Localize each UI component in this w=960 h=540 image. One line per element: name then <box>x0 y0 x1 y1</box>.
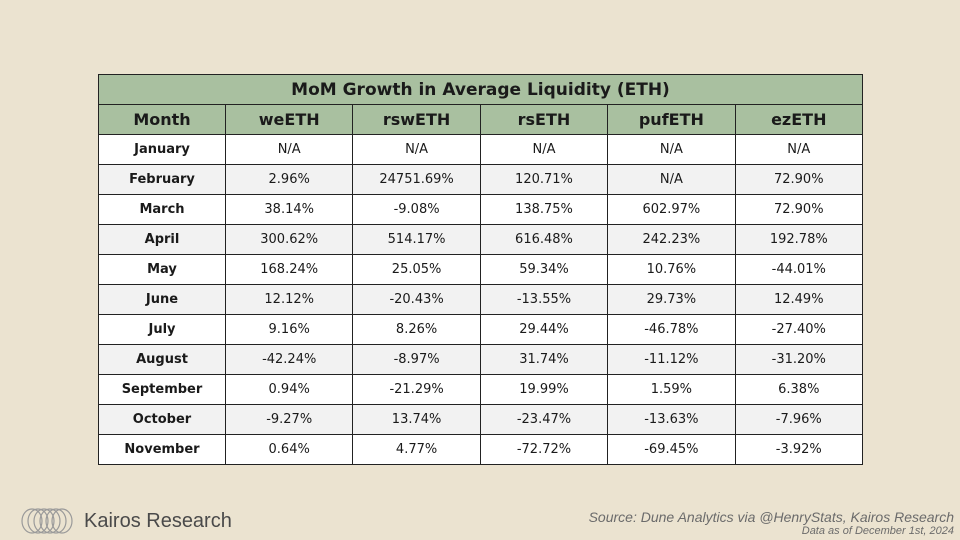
value-cell: N/A <box>479 134 609 165</box>
value-cell: -9.27% <box>224 404 354 435</box>
table-row: September 0.94% -21.29% 19.99% 1.59% 6.38% <box>98 374 864 405</box>
value-cell: N/A <box>352 134 481 165</box>
column-header-pufeth: pufETH <box>607 104 736 135</box>
source-text: Source: Dune Analytics via @HenryStats, … <box>588 509 954 525</box>
value-cell: 29.44% <box>479 314 609 345</box>
column-header-ezeth: ezETH <box>734 104 864 135</box>
value-cell: -69.45% <box>607 434 736 465</box>
value-cell: -13.55% <box>479 284 609 315</box>
month-cell: June <box>98 284 226 315</box>
value-cell: -3.92% <box>734 434 864 465</box>
value-cell: -23.47% <box>479 404 609 435</box>
column-header-weeth: weETH <box>224 104 354 135</box>
growth-table-container: MoM Growth in Average Liquidity (ETH) Mo… <box>98 74 864 465</box>
table-row: March 38.14% -9.08% 138.75% 602.97% 72.90% <box>98 194 864 225</box>
value-cell: 192.78% <box>734 224 864 255</box>
value-cell: -7.96% <box>734 404 864 435</box>
value-cell: -72.72% <box>479 434 609 465</box>
value-cell: N/A <box>224 134 354 165</box>
value-cell: 602.97% <box>607 194 736 225</box>
value-cell: N/A <box>607 164 736 195</box>
value-cell: 24751.69% <box>352 164 481 195</box>
value-cell: 31.74% <box>479 344 609 375</box>
value-cell: 29.73% <box>607 284 736 315</box>
value-cell: -8.97% <box>352 344 481 375</box>
table-row: November 0.64% 4.77% -72.72% -69.45% -3.92% <box>98 434 864 465</box>
value-cell: 12.49% <box>734 284 864 315</box>
value-cell: -46.78% <box>607 314 736 345</box>
value-cell: 38.14% <box>224 194 354 225</box>
table-row: January N/A N/A N/A N/A N/A <box>98 134 864 165</box>
value-cell: -27.40% <box>734 314 864 345</box>
table-body: January N/A N/A N/A N/A N/A February 2.96% 24751… <box>98 134 864 465</box>
value-cell: N/A <box>734 134 864 165</box>
month-cell: March <box>98 194 226 225</box>
value-cell: 242.23% <box>607 224 736 255</box>
data-date: Data as of December 1st, 2024 <box>801 525 954 537</box>
month-cell: May <box>98 254 226 285</box>
column-header-month: Month <box>98 104 226 135</box>
value-cell: -20.43% <box>352 284 481 315</box>
value-cell: 0.94% <box>224 374 354 405</box>
rings-logo-icon <box>21 508 73 534</box>
value-cell: 1.59% <box>607 374 736 405</box>
title-row: MoM Growth in Average Liquidity (ETH) <box>98 74 863 105</box>
value-cell: 4.77% <box>352 434 481 465</box>
table-row: October -9.27% 13.74% -23.47% -13.63% -7.96% <box>98 404 864 435</box>
value-cell: -11.12% <box>607 344 736 375</box>
month-cell: August <box>98 344 226 375</box>
value-cell: -44.01% <box>734 254 864 285</box>
source-note: Source: Dune Analytics via @HenryStats, … <box>589 509 954 538</box>
table-title: MoM Growth in Average Liquidity (ETH) <box>98 74 863 105</box>
month-cell: July <box>98 314 226 345</box>
month-cell: October <box>98 404 226 435</box>
value-cell: 616.48% <box>479 224 609 255</box>
table-row: April 300.62% 514.17% 616.48% 242.23% 192.78% <box>98 224 864 255</box>
value-cell: 514.17% <box>352 224 481 255</box>
month-cell: April <box>98 224 226 255</box>
value-cell: -31.20% <box>734 344 864 375</box>
value-cell: 138.75% <box>479 194 609 225</box>
value-cell: -21.29% <box>352 374 481 405</box>
value-cell: 300.62% <box>224 224 354 255</box>
month-cell: November <box>98 434 226 465</box>
value-cell: 0.64% <box>224 434 354 465</box>
month-cell: September <box>98 374 226 405</box>
brand-name: Kairos Research <box>84 509 232 532</box>
value-cell: -9.08% <box>352 194 481 225</box>
table-row: May 168.24% 25.05% 59.34% 10.76% -44.01% <box>98 254 864 285</box>
value-cell: -13.63% <box>607 404 736 435</box>
value-cell: 19.99% <box>479 374 609 405</box>
value-cell: 2.96% <box>224 164 354 195</box>
table-row: July 9.16% 8.26% 29.44% -46.78% -27.40% <box>98 314 864 345</box>
column-header-rsweth: rswETH <box>352 104 481 135</box>
value-cell: 59.34% <box>479 254 609 285</box>
value-cell: N/A <box>607 134 736 165</box>
column-header-rseth: rsETH <box>479 104 609 135</box>
value-cell: 6.38% <box>734 374 864 405</box>
value-cell: 10.76% <box>607 254 736 285</box>
value-cell: 72.90% <box>734 194 864 225</box>
value-cell: 25.05% <box>352 254 481 285</box>
column-header-row: Month weETH rswETH rsETH pufETH ezETH <box>98 104 864 135</box>
table-row: August -42.24% -8.97% 31.74% -11.12% -31.20% <box>98 344 864 375</box>
value-cell: 120.71% <box>479 164 609 195</box>
value-cell: 12.12% <box>224 284 354 315</box>
table-row: February 2.96% 24751.69% 120.71% N/A 72.90% <box>98 164 864 195</box>
table-row: June 12.12% -20.43% -13.55% 29.73% 12.49% <box>98 284 864 315</box>
value-cell: 8.26% <box>352 314 481 345</box>
month-cell: February <box>98 164 226 195</box>
value-cell: 168.24% <box>224 254 354 285</box>
value-cell: 9.16% <box>224 314 354 345</box>
month-cell: January <box>98 134 226 165</box>
brand: Kairos Research <box>18 506 232 536</box>
liquidity-growth-table: MoM Growth in Average Liquidity (ETH) Mo… <box>98 74 864 465</box>
value-cell: 72.90% <box>734 164 864 195</box>
value-cell: -42.24% <box>224 344 354 375</box>
value-cell: 13.74% <box>352 404 481 435</box>
